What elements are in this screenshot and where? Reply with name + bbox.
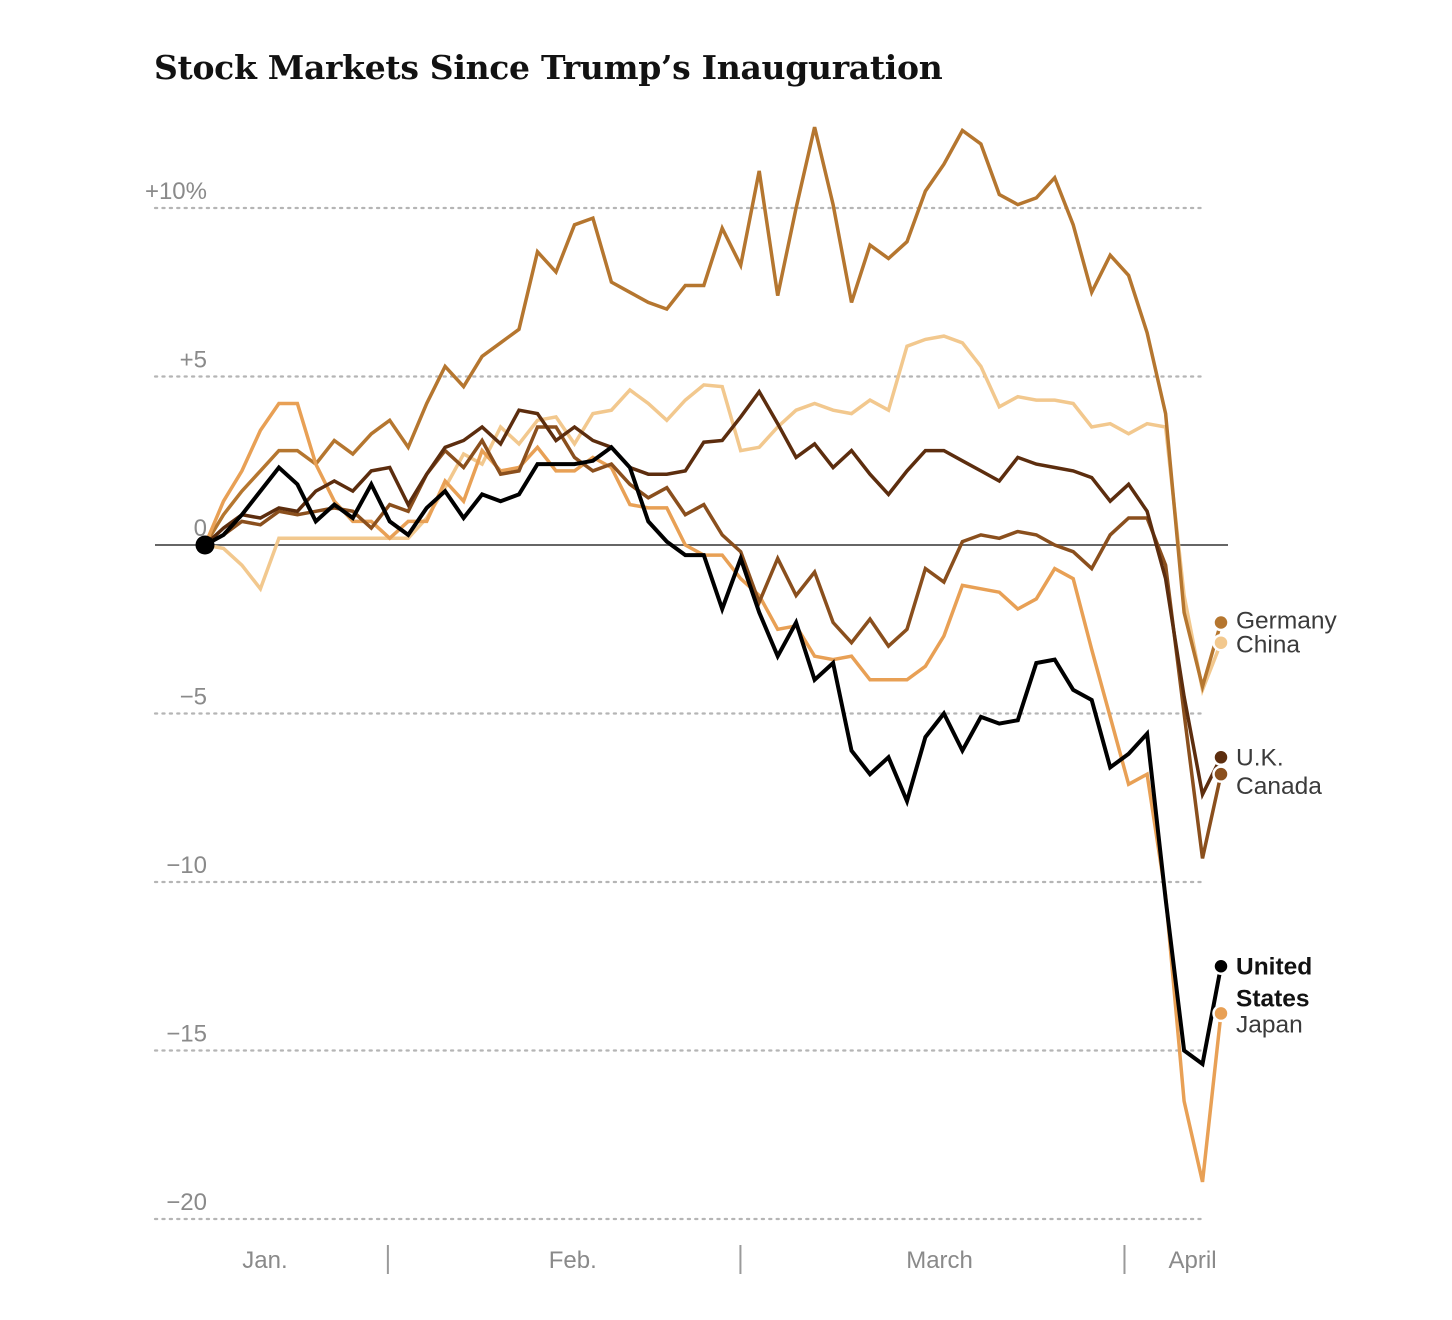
series-label-united-states: States bbox=[1236, 985, 1310, 1012]
end-dot-japan bbox=[1212, 1004, 1230, 1023]
y-tick-label: +5 bbox=[180, 347, 207, 374]
x-month-label: April bbox=[1169, 1247, 1217, 1274]
y-tick-label: −15 bbox=[166, 1021, 207, 1048]
x-month-label: March bbox=[906, 1247, 973, 1274]
series-label-united-states: United bbox=[1236, 953, 1312, 980]
end-dot-china bbox=[1212, 633, 1230, 652]
x-month-label: Jan. bbox=[242, 1247, 287, 1274]
y-tick-label: +10% bbox=[145, 178, 207, 205]
end-dot-u-k- bbox=[1212, 748, 1230, 767]
series-line-germany bbox=[203, 126, 1223, 694]
x-month-label: Feb. bbox=[549, 1247, 597, 1274]
series-label-canada: Canada bbox=[1236, 773, 1322, 800]
end-dot-united-states bbox=[1212, 957, 1230, 975]
chart-title: Stock Markets Since Trump’s Inauguration bbox=[154, 48, 943, 87]
series-line-united-states bbox=[204, 444, 1223, 1068]
y-tick-label: −5 bbox=[180, 684, 207, 711]
end-dot-germany bbox=[1212, 613, 1230, 632]
series-line-u-k- bbox=[203, 388, 1223, 800]
y-tick-label: −10 bbox=[166, 852, 207, 879]
series-label-china: China bbox=[1236, 632, 1300, 659]
series-label-japan: Japan bbox=[1236, 1011, 1303, 1038]
y-tick-label: −20 bbox=[166, 1189, 207, 1216]
y-tick-label: 0 bbox=[194, 515, 207, 542]
start-dot bbox=[195, 535, 215, 555]
end-dot-canada bbox=[1212, 765, 1230, 783]
series-line-china bbox=[204, 334, 1223, 697]
series-label-u-k-: U.K. bbox=[1236, 744, 1284, 771]
series-label-germany: Germany bbox=[1236, 608, 1338, 635]
series-line-canada bbox=[204, 425, 1223, 859]
